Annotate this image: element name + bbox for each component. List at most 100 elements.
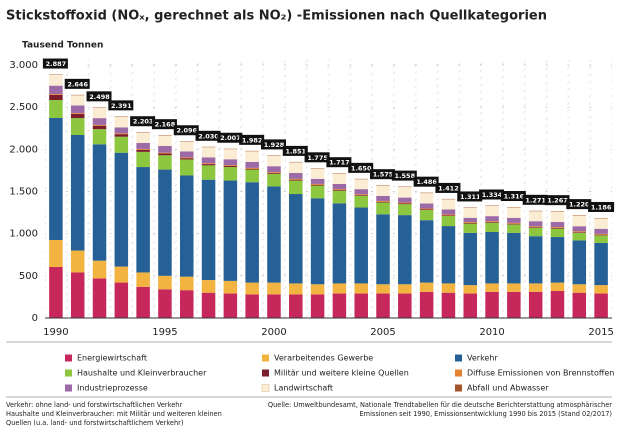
bar-segment xyxy=(49,240,63,267)
bar-segment xyxy=(594,235,608,236)
bar-segment xyxy=(551,222,565,227)
total-label: 2.168 xyxy=(155,121,176,129)
total-label: 1.982 xyxy=(242,136,263,144)
y-tick-label: 3.000 xyxy=(9,60,38,71)
bar-segment xyxy=(245,170,259,183)
bar-segment xyxy=(136,149,150,150)
bar-segment xyxy=(49,94,63,95)
legend-label: Landwirtschaft xyxy=(274,384,333,393)
bar-segment xyxy=(311,284,325,294)
total-label: 2.887 xyxy=(46,60,67,68)
total-label: 1.220 xyxy=(569,201,590,209)
legend-label: Militär und weitere kleine Quellen xyxy=(274,369,409,378)
bar-segment xyxy=(311,184,325,185)
bar-segment xyxy=(376,186,390,196)
legend-swatch xyxy=(65,385,72,392)
y-tick-label: 2.000 xyxy=(9,144,38,155)
y-tick-label: 1.000 xyxy=(9,229,38,240)
bar-segment xyxy=(180,175,194,276)
bar-segment xyxy=(333,294,347,318)
bar-segment xyxy=(93,118,107,125)
source: Quelle: Umweltbundesamt, Nationale Trend… xyxy=(268,401,612,409)
bar-segment xyxy=(202,280,216,293)
bar-segment xyxy=(224,159,238,165)
total-label: 1.851 xyxy=(286,147,307,155)
bar-segment xyxy=(115,127,129,133)
bar-segment xyxy=(158,153,172,154)
total-label: 1.486 xyxy=(416,178,437,186)
y-tick-label: 2.500 xyxy=(9,102,38,113)
bar-segment xyxy=(71,118,85,135)
total-label: 2.007 xyxy=(220,134,241,142)
bar-segment xyxy=(289,294,303,318)
bar-segment xyxy=(267,173,281,174)
bar-segment xyxy=(71,95,85,105)
bar-segment xyxy=(463,208,477,218)
bar-segment xyxy=(442,293,456,318)
bar-segment xyxy=(49,95,63,100)
bar-segment xyxy=(115,117,129,128)
bar-segment xyxy=(354,189,368,194)
bar-segment xyxy=(463,294,477,318)
bar-segment xyxy=(507,292,521,318)
bar-segment xyxy=(311,294,325,318)
bar-segment xyxy=(93,125,107,126)
footnote: Verkehr: ohne land- und forstwirtschaftl… xyxy=(6,401,182,409)
bar-segment xyxy=(202,165,216,179)
bar-segment xyxy=(507,224,521,232)
bar-segment xyxy=(93,129,107,144)
bar-segment xyxy=(311,169,325,179)
bar-segment xyxy=(115,133,129,134)
bar-segment xyxy=(529,227,543,228)
bar-segment xyxy=(158,136,172,146)
bar-segment xyxy=(420,283,434,292)
bar-segment xyxy=(485,232,499,283)
bar-segment xyxy=(224,165,238,166)
bar-segment xyxy=(594,234,608,235)
bar-segment xyxy=(376,196,390,201)
bar-segment xyxy=(354,194,368,195)
x-tick-label: 2010 xyxy=(479,327,504,338)
legend-swatch xyxy=(65,355,72,362)
bar-segment xyxy=(420,203,434,208)
bar-segment xyxy=(594,218,608,228)
y-tick-label: 0 xyxy=(32,313,38,324)
bar-segment xyxy=(573,293,587,318)
bar-segment xyxy=(551,228,565,229)
bar-segment xyxy=(442,216,456,226)
bar-segment xyxy=(398,198,412,203)
bar-segment xyxy=(93,126,107,129)
total-label: 1.575 xyxy=(373,171,394,179)
total-label: 2.498 xyxy=(89,93,110,101)
x-tick-label: 1990 xyxy=(43,327,68,338)
bar-segment xyxy=(551,227,565,228)
bar-segment xyxy=(529,236,543,283)
legend-swatch xyxy=(262,385,269,392)
bar-segment xyxy=(442,209,456,214)
bar-segment xyxy=(245,169,259,170)
bar-segment xyxy=(551,283,565,291)
bar-segment xyxy=(573,284,587,292)
bar-segment xyxy=(71,272,85,318)
bar-segment xyxy=(158,155,172,169)
bar-segment xyxy=(136,150,150,152)
bar-segment xyxy=(180,142,194,152)
bar-segment xyxy=(93,278,107,318)
bar-segment xyxy=(442,199,456,209)
bar-segment xyxy=(463,223,477,224)
bar-segment xyxy=(442,214,456,215)
bar-segment xyxy=(398,284,412,293)
bar-segment xyxy=(376,202,390,203)
bar-segment xyxy=(136,272,150,286)
total-label: 1.311 xyxy=(460,193,481,201)
bar-segment xyxy=(333,191,347,204)
bar-segment xyxy=(594,229,608,234)
bar-segment xyxy=(333,190,347,191)
bar-segment xyxy=(485,216,499,221)
bar-segment xyxy=(289,283,303,294)
bar-segment xyxy=(529,226,543,227)
bar-segment xyxy=(245,283,259,295)
bar-segment xyxy=(224,166,238,167)
bar-segment xyxy=(485,292,499,318)
bar-segment xyxy=(267,166,281,172)
